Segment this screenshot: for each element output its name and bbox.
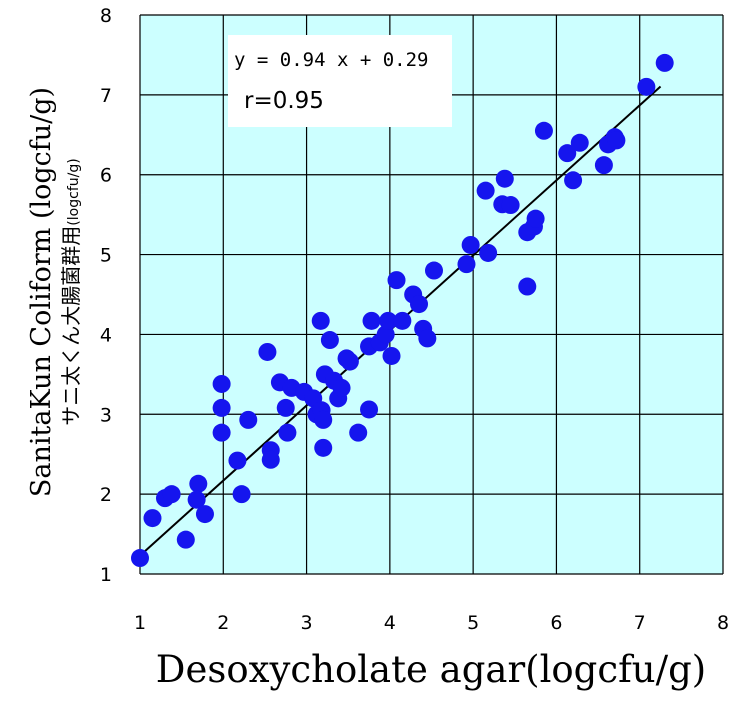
y-tick-label: 5 (100, 245, 112, 267)
data-point (195, 505, 214, 524)
x-axis-ticks: 1 2 3 4 5 6 7 8 (134, 612, 729, 634)
x-tick-label: 3 (301, 612, 313, 634)
x-tick-label: 2 (217, 612, 229, 634)
data-point (495, 169, 514, 188)
y-tick-label: 6 (100, 165, 112, 187)
data-point (349, 423, 368, 442)
data-point (131, 549, 149, 568)
data-point (212, 398, 231, 417)
data-point (518, 277, 537, 296)
y-axis-label: SanitaKun Coliform (logcfu/g) (26, 87, 57, 497)
data-point (228, 451, 247, 470)
data-points (131, 53, 674, 568)
data-point (501, 196, 520, 215)
data-point (187, 490, 206, 509)
x-tick-label: 7 (634, 612, 646, 634)
y-axis-label-japanese-unit: (logcfu/g) (66, 158, 82, 225)
data-point (314, 410, 333, 429)
x-tick-label: 5 (467, 612, 479, 634)
data-point (564, 171, 583, 190)
y-tick-label: 8 (100, 5, 112, 27)
data-point (570, 133, 589, 152)
data-point (461, 235, 480, 254)
data-point (594, 156, 613, 175)
data-point (382, 346, 401, 365)
x-tick-label: 8 (717, 612, 729, 634)
y-axis-label-japanese: サニ太くん大腸菌群用(logcfu/g) (59, 158, 83, 425)
data-point (314, 438, 333, 457)
x-tick-label: 1 (134, 612, 146, 634)
data-point (239, 410, 258, 429)
data-point (332, 378, 351, 397)
data-point (479, 243, 498, 262)
data-point (278, 423, 297, 442)
data-point (637, 77, 656, 96)
data-point (176, 530, 195, 549)
data-point (655, 53, 674, 72)
data-point (476, 181, 495, 200)
data-point (418, 329, 437, 348)
x-axis-label: Desoxycholate agar(logcfu/g) (156, 648, 706, 691)
data-point (526, 209, 545, 228)
data-point (393, 311, 412, 330)
data-point (607, 131, 626, 150)
y-tick-label: 4 (100, 324, 112, 346)
data-point (340, 352, 359, 371)
equation-box (228, 35, 452, 127)
y-tick-label: 1 (100, 564, 112, 586)
y-axis-label-japanese-main: サニ太くん大腸菌群用 (59, 226, 83, 426)
data-point (387, 271, 406, 290)
data-point (376, 325, 395, 344)
correlation-label: r=0.95 (244, 88, 324, 114)
data-point (212, 374, 231, 393)
data-point (311, 311, 330, 330)
y-tick-label: 2 (100, 484, 112, 506)
data-point (189, 474, 208, 493)
data-point (232, 485, 251, 504)
data-point (410, 295, 429, 314)
y-axis-ticks: 1 2 3 4 5 6 7 8 (100, 5, 112, 586)
data-point (534, 121, 553, 140)
data-point (276, 398, 295, 417)
data-point (558, 144, 577, 163)
data-point (424, 261, 443, 280)
x-tick-label: 6 (550, 612, 562, 634)
equation-label: y = 0.94 x + 0.29 (234, 49, 428, 71)
y-tick-label: 7 (100, 85, 112, 107)
data-point (261, 450, 280, 469)
data-point (360, 400, 379, 419)
data-point (362, 311, 381, 330)
x-tick-label: 4 (384, 612, 396, 634)
data-point (143, 509, 162, 528)
data-point (212, 423, 231, 442)
y-tick-label: 3 (100, 404, 112, 426)
data-point (258, 342, 277, 361)
data-point (162, 485, 181, 504)
data-point (457, 255, 476, 274)
data-point (379, 311, 398, 330)
data-point (320, 331, 339, 350)
